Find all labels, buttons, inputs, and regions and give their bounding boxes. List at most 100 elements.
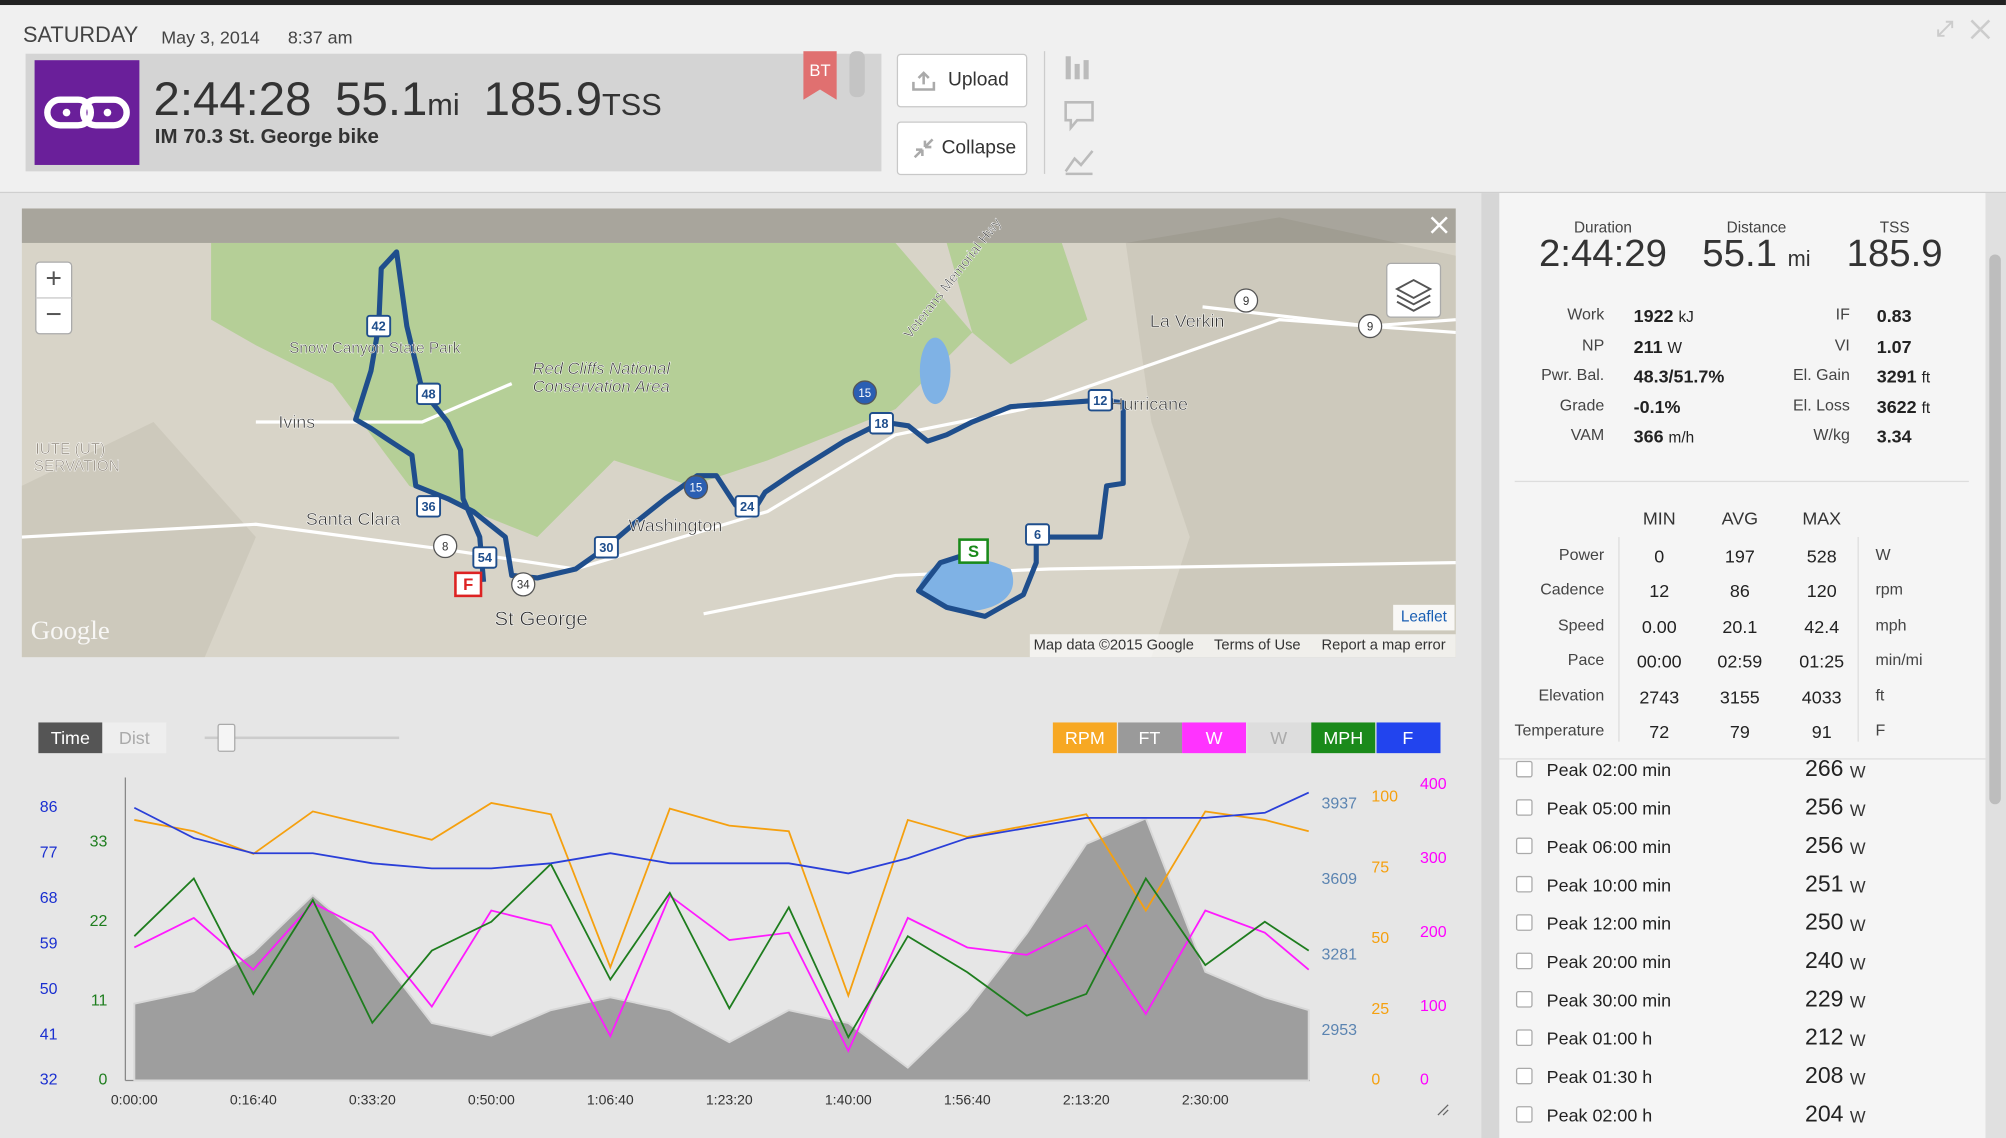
panel-scrollbar[interactable] xyxy=(1985,193,2006,1138)
y-tick-label: 0 xyxy=(1371,1072,1380,1089)
row-label: Speed xyxy=(1557,616,1605,634)
window-controls[interactable] xyxy=(1932,15,1996,43)
highway-number: 34 xyxy=(517,580,530,592)
peak-value: 240 xyxy=(1805,947,1844,974)
y-tick-label: 77 xyxy=(40,844,58,861)
legend-toggle[interactable]: W xyxy=(1182,722,1247,754)
upload-label: Upload xyxy=(947,69,1009,91)
start-label: S xyxy=(968,542,979,561)
peak-unit: W xyxy=(1849,1068,1866,1089)
peak-value: 212 xyxy=(1805,1024,1844,1050)
peak-unit: W xyxy=(1849,1107,1866,1127)
map-footer: Terms of Use xyxy=(1214,638,1301,654)
scrollbar[interactable] xyxy=(1481,193,1500,1138)
row-unit: min/mi xyxy=(1875,651,1923,669)
row-unit: W xyxy=(1875,546,1891,564)
metric-unit: m/h xyxy=(1668,428,1695,447)
peak-label: Peak 02:00 h xyxy=(1546,1104,1653,1126)
metric-label: El. Gain xyxy=(1792,365,1850,384)
table-header: AVG xyxy=(1721,507,1759,529)
y-tick-label: 59 xyxy=(40,935,58,952)
series-line xyxy=(133,862,1310,1040)
y-tick-label: 2953 xyxy=(1322,1022,1358,1039)
stat-value: 185.9 xyxy=(1792,233,1997,276)
metric-number: 0.83 xyxy=(1876,305,1912,327)
stat-unit: mi xyxy=(1787,246,1811,272)
peak-checkbox[interactable] xyxy=(1515,1029,1533,1046)
start-flag xyxy=(958,538,989,564)
highway-number: 8 xyxy=(442,541,448,553)
peak-unit: W xyxy=(1849,800,1866,820)
badges: BT xyxy=(803,51,865,100)
activity-title: IM 70.3 St. George bike xyxy=(154,126,379,149)
legend-toggle[interactable]: MPH xyxy=(1311,722,1376,754)
zoom-in: + xyxy=(46,262,62,293)
table-cell: 197 xyxy=(1724,546,1755,567)
stat-number: 185.9 xyxy=(1846,232,1943,275)
y-tick-label: 400 xyxy=(1420,776,1447,793)
zoom-out: − xyxy=(46,298,62,329)
route-marker-box xyxy=(416,495,442,518)
peak-checkbox[interactable] xyxy=(1515,837,1533,855)
y-tick-label: 50 xyxy=(1371,930,1389,947)
series-line xyxy=(133,894,1310,1054)
upload-button[interactable]: Upload xyxy=(896,53,1028,108)
map[interactable]: + − Snow Canyon State Park Red Cliffs Natio… xyxy=(21,208,1456,658)
x-tick-label: 0:33:20 xyxy=(349,1092,396,1108)
bt-badge: BT xyxy=(809,61,830,80)
legend-toggle[interactable]: F xyxy=(1375,722,1440,754)
peak-checkbox[interactable] xyxy=(1515,990,1533,1008)
row-unit: mph xyxy=(1875,616,1907,634)
activity-card[interactable] xyxy=(25,53,882,172)
peak-checkbox[interactable] xyxy=(1515,875,1533,893)
stat-number: 55.1 xyxy=(1702,232,1778,275)
peak-unit: W xyxy=(1849,877,1866,897)
peak-checkbox[interactable] xyxy=(1515,952,1533,970)
stat-label: TSS xyxy=(1879,218,1910,237)
legend-toggle[interactable]: FT xyxy=(1117,722,1182,754)
route-marker-box xyxy=(593,536,619,559)
metric-number: 3.34 xyxy=(1876,425,1912,447)
peak-checkbox[interactable] xyxy=(1515,914,1533,931)
row-unit: ft xyxy=(1875,686,1885,705)
x-tick-label: 1:40:00 xyxy=(825,1092,872,1108)
peak-checkbox[interactable] xyxy=(1515,1106,1533,1123)
legend-toggle[interactable]: RPM xyxy=(1052,722,1117,754)
metric-value: 1922 kJ xyxy=(1634,306,1694,326)
date: May 3, 2014 xyxy=(161,26,260,48)
table-cell: 79 xyxy=(1729,721,1750,742)
table-cell: 91 xyxy=(1811,721,1832,742)
metric-label: W/kg xyxy=(1813,425,1850,444)
y-tick-label: 68 xyxy=(40,890,58,907)
legend-toggle[interactable]: W xyxy=(1246,722,1311,754)
distance-unit: mi xyxy=(427,88,460,123)
metric-value: 3.34 xyxy=(1877,426,1912,446)
peak-unit: W xyxy=(1849,915,1866,935)
highway-shield xyxy=(433,533,458,559)
dist-toggle[interactable]: Dist xyxy=(102,722,167,754)
highway-shield xyxy=(683,475,709,500)
peak-checkbox[interactable] xyxy=(1515,760,1533,778)
time-toggle[interactable]: Time xyxy=(38,722,103,754)
collapse-button[interactable]: Collapse xyxy=(896,121,1028,176)
metric-label: NP xyxy=(1582,335,1605,354)
stat-value: 55.1 mi xyxy=(1654,233,1859,276)
highway-shield xyxy=(511,572,536,597)
summary-panel xyxy=(1499,193,1986,1138)
peak-value: 251 xyxy=(1805,870,1844,897)
peak-checkbox[interactable] xyxy=(1515,799,1533,816)
stat-number: 2:44:29 xyxy=(1538,232,1667,275)
place-label: Conservation Area xyxy=(533,377,670,396)
map-footer: Map data ©2015 Google xyxy=(1034,638,1194,654)
row-label: Power xyxy=(1558,546,1605,564)
row-label: Temperature xyxy=(1514,721,1605,740)
row-label: Elevation xyxy=(1538,686,1605,705)
y-tick-label: 33 xyxy=(90,834,108,851)
peak-checkbox[interactable] xyxy=(1515,1067,1533,1085)
stat-label: Duration xyxy=(1573,218,1632,237)
route-marker: 12 xyxy=(1093,393,1107,408)
table-cell: 86 xyxy=(1729,581,1750,602)
slider-handle[interactable] xyxy=(217,723,236,752)
